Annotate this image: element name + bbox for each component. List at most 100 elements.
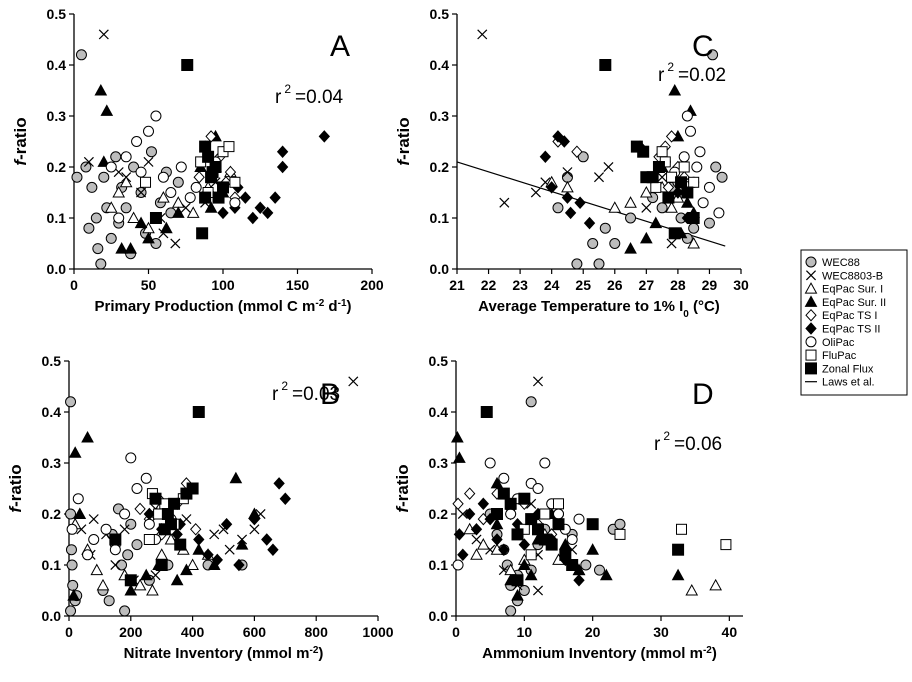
data-point-x: [530, 187, 541, 198]
data-point-circle-gray: [65, 544, 77, 556]
data-point-triangle-filled: [235, 538, 249, 550]
data-point-diamond-filled: [583, 216, 596, 230]
data-point-circle-open: [140, 472, 152, 484]
y-tick-label: 0.2: [42, 506, 62, 522]
y-tick-label: 0.3: [429, 455, 449, 471]
data-point-circle-open: [532, 483, 544, 494]
data-point-x: [471, 534, 482, 545]
data-point-square-open: [525, 549, 537, 561]
y-tick-label: 0.1: [429, 557, 449, 573]
data-point-diamond-filled: [558, 135, 570, 148]
y-tick-label: 0.1: [47, 210, 67, 226]
data-point-circle-open: [229, 197, 241, 209]
data-point-triangle-filled: [171, 206, 185, 218]
data-point-square-filled: [199, 140, 212, 153]
data-point-x: [143, 156, 154, 167]
data-point-circle-gray: [116, 559, 128, 571]
data-point-x: [457, 508, 468, 520]
data-point-square-filled: [491, 508, 503, 520]
data-point-circle-gray: [65, 508, 77, 520]
data-point-square-filled: [637, 145, 650, 158]
legend-symbol-circle-open: [805, 336, 817, 348]
data-point-square-filled: [511, 528, 524, 541]
x-tick-label: 28: [670, 277, 686, 293]
data-point-square-filled: [566, 559, 579, 571]
data-point-circle-open: [82, 549, 94, 561]
data-point-diamond-filled: [453, 528, 466, 541]
data-point-circle-open: [125, 452, 137, 464]
x-axis-label-part: d: [324, 298, 337, 315]
data-point-triangle-open: [186, 558, 199, 570]
y-tick-label: 0.5: [430, 6, 450, 22]
data-point-triangle-filled: [100, 104, 114, 116]
data-point-x: [657, 172, 668, 183]
data-point-square-filled: [552, 518, 565, 531]
data-point-circle-open: [113, 212, 125, 224]
data-point-circle-gray: [65, 605, 77, 617]
data-point-diamond-filled: [545, 181, 558, 194]
data-point-circle-gray: [577, 151, 589, 163]
x-tick-label: 27: [639, 277, 655, 293]
data-point-triangle-filled: [524, 568, 538, 581]
x-tick-label: 100: [211, 277, 235, 293]
data-point-square-filled: [681, 186, 694, 199]
data-point-square-filled: [497, 487, 510, 500]
data-point-x: [348, 376, 359, 387]
panel-D: 0.0 0.1 0.2 0.3 0.4 0.5 0 10 20 30 40 f-ratio Ammoni…: [393, 353, 743, 662]
data-point-circle-open: [498, 472, 510, 484]
x-axis-label-part: -1: [338, 298, 347, 309]
data-point-triangle-filled: [668, 83, 682, 96]
data-point-circle-gray: [105, 232, 117, 244]
data-point-diamond-filled: [457, 548, 469, 562]
data-point-triangle-open: [608, 201, 622, 213]
data-point-circle-open: [105, 161, 117, 173]
data-point-square-filled: [186, 482, 199, 495]
data-point-square-open: [553, 498, 564, 510]
data-point-circle-gray: [65, 396, 77, 408]
legend-symbol-diamond-filled: [805, 322, 817, 335]
data-point-triangle-filled: [160, 221, 173, 234]
y-tick-label: 0.2: [430, 159, 450, 175]
x-axis-label-part: Ammonium Inventory (mmol m: [482, 645, 703, 662]
data-point-x: [98, 29, 109, 40]
data-point-diamond-filled: [276, 160, 289, 174]
data-point-circle-gray: [66, 559, 78, 571]
data-point-square-filled: [599, 59, 612, 71]
data-point-triangle-open: [119, 175, 133, 188]
data-point-triangle-open: [127, 211, 140, 223]
data-point-circle-gray: [505, 605, 517, 617]
data-point-square-filled: [124, 574, 137, 587]
r-squared-prefix: r: [272, 384, 279, 405]
data-point-diamond-filled: [247, 211, 259, 225]
data-point-diamond-filled: [193, 533, 205, 546]
data-point-circle-gray: [571, 258, 583, 270]
data-point-triangle-open: [164, 532, 178, 545]
data-point-x: [150, 570, 161, 581]
data-point-circle-gray: [145, 146, 157, 158]
r-squared-sup: 2: [667, 60, 674, 74]
x-axis-label-part: Nitrate Inventory (mmol m: [124, 645, 310, 662]
r-squared-value: =0.02: [678, 65, 726, 86]
x-tick-label: 24: [544, 277, 560, 293]
data-point-circle-gray: [92, 243, 104, 255]
data-point-diamond-filled: [470, 523, 483, 536]
data-point-circle-gray: [593, 258, 605, 270]
data-point-square-filled: [168, 497, 181, 510]
data-point-triangle-filled: [204, 201, 218, 213]
panel-letter: D: [692, 378, 714, 411]
x-tick-label: 26: [607, 277, 623, 293]
data-point-circle-open: [703, 181, 715, 193]
data-point-triangle-open: [171, 196, 185, 208]
data-point-square-filled: [181, 59, 194, 71]
x-tick-label: 400: [181, 624, 205, 640]
y-tick-label: 0.1: [430, 210, 450, 226]
x-axis-label: Primary Production (mmol C m-2 d-1): [94, 298, 351, 316]
data-point-triangle-open: [157, 191, 170, 203]
data-point-diamond-filled: [233, 558, 245, 572]
data-point-circle-gray: [80, 161, 92, 173]
data-point-square-filled: [518, 492, 531, 505]
data-point-triangle-filled: [124, 242, 137, 254]
data-point-circle-gray: [710, 161, 722, 173]
x-axis-label: Nitrate Inventory (mmol m-2): [124, 645, 324, 663]
data-point-square-open: [223, 141, 235, 153]
